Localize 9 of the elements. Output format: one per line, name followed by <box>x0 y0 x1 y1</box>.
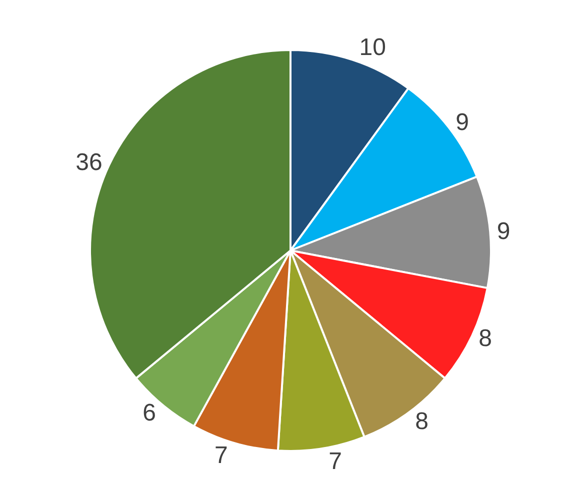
data-label: 7 <box>328 448 342 476</box>
data-label: 9 <box>496 218 510 246</box>
data-label: 10 <box>359 34 386 62</box>
data-label: 6 <box>142 400 156 427</box>
data-label: 7 <box>214 442 228 469</box>
data-label: 8 <box>415 408 428 436</box>
data-label: 8 <box>478 324 492 352</box>
data-label: 36 <box>76 149 102 176</box>
data-label: 9 <box>456 109 470 136</box>
